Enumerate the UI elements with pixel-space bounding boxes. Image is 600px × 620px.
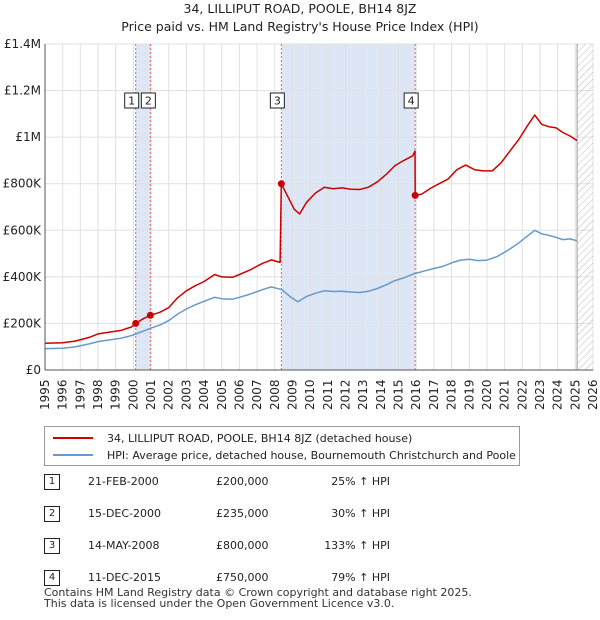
x-tick-label: 2019 [462, 379, 476, 410]
x-tick-label: 2022 [515, 379, 529, 410]
sale-date: 15-DEC-2000 [88, 507, 162, 520]
footer-copyright: Contains HM Land Registry data © Crown c… [44, 586, 472, 599]
sale-row: 3 14-MAY-2008 £800,000 133% ↑ HPI [44, 536, 444, 554]
y-tick-label: £1.2M [4, 84, 41, 98]
sale-marker-box: 2 [44, 506, 60, 522]
sale-price: £235,000 [216, 507, 269, 520]
legend: 34, LILLIPUT ROAD, POOLE, BH14 8JZ (deta… [44, 426, 520, 466]
x-tick-label: 2025 [568, 379, 582, 410]
x-tick-label: 1996 [56, 379, 70, 410]
sale-hpi-change: 133% ↑ HPI [324, 539, 390, 552]
y-tick-label: £200K [3, 316, 43, 330]
sale-hpi-change: 79% ↑ HPI [331, 571, 390, 584]
chart-title: 34, LILLIPUT ROAD, POOLE, BH14 8JZ [184, 1, 417, 16]
sale-marker-label: 1 [128, 95, 135, 108]
sale-point [277, 180, 285, 188]
x-tick-label: 2004 [197, 379, 211, 410]
x-tick-label: 2016 [409, 379, 423, 410]
x-tick-label: 2012 [339, 379, 353, 410]
x-tick-label: 2015 [392, 379, 406, 410]
sale-price: £200,000 [216, 475, 269, 488]
sale-hpi-change: 30% ↑ HPI [331, 507, 390, 520]
x-tick-label: 1999 [109, 379, 123, 410]
shaded-period [135, 44, 151, 370]
x-tick-label: 1995 [38, 379, 52, 410]
x-tick-label: 2002 [162, 379, 176, 410]
footer: Contains HM Land Registry data © Crown c… [44, 587, 472, 609]
sale-marker-box: 1 [44, 474, 60, 490]
x-tick-label: 1998 [91, 379, 105, 410]
x-tick-label: 2011 [321, 379, 335, 410]
sale-marker-box [403, 92, 419, 109]
sale-point [132, 319, 140, 327]
x-tick-label: 2020 [480, 379, 494, 410]
x-tick-label: 2023 [533, 379, 547, 410]
sale-marker-box [269, 92, 285, 109]
shaded-period [281, 44, 416, 370]
x-tick-label: 2024 [551, 379, 565, 410]
footer-licence: This data is licensed under the Open Gov… [44, 597, 395, 610]
sale-price: £750,000 [216, 571, 269, 584]
sale-point [411, 191, 419, 199]
chart-subtitle: Price paid vs. HM Land Registry's House … [121, 19, 478, 34]
x-tick-label: 2003 [179, 379, 193, 410]
x-tick-label: 2010 [303, 379, 317, 410]
x-tick-label: 2026 [586, 379, 600, 410]
price-chart: 34, LILLIPUT ROAD, POOLE, BH14 8JZ Price… [3, 1, 600, 410]
x-tick-label: 2009 [285, 379, 299, 410]
x-tick-label: 2000 [126, 379, 140, 410]
y-tick-label: £1.4M [4, 37, 41, 51]
y-tick-label: £0 [26, 363, 41, 377]
hpi-series-line [45, 229, 578, 350]
sale-price: £800,000 [216, 539, 269, 552]
sale-marker-label: 4 [408, 95, 415, 108]
sale-marker-box: 4 [44, 570, 60, 586]
x-tick-label: 2014 [374, 379, 388, 410]
sale-marker-box [140, 92, 156, 109]
x-tick-label: 2017 [427, 379, 441, 410]
x-tick-label: 2013 [356, 379, 370, 410]
sale-row: 2 15-DEC-2000 £235,000 30% ↑ HPI [44, 504, 444, 522]
sale-row: 4 11-DEC-2015 £750,000 79% ↑ HPI [44, 568, 444, 586]
legend-property-label: 34, LILLIPUT ROAD, POOLE, BH14 8JZ (deta… [107, 431, 413, 445]
sale-date: 21-FEB-2000 [88, 475, 159, 488]
x-tick-label: 2018 [445, 379, 459, 410]
legend-hpi-swatch [53, 454, 93, 456]
legend-property-swatch [53, 437, 93, 439]
sale-hpi-change: 25% ↑ HPI [331, 475, 390, 488]
legend-item-hpi: HPI: Average price, detached house, Bour… [53, 447, 516, 463]
x-tick-label: 2001 [144, 379, 158, 410]
sale-marker-label: 3 [274, 95, 281, 108]
forecast-hatch [577, 44, 593, 370]
legend-item-property: 34, LILLIPUT ROAD, POOLE, BH14 8JZ (deta… [53, 430, 412, 446]
sale-marker-box [124, 92, 140, 109]
x-tick-label: 2008 [268, 379, 282, 410]
sale-row: 1 21-FEB-2000 £200,000 25% ↑ HPI [44, 472, 444, 490]
sale-point [146, 311, 154, 319]
sale-marker-box: 3 [44, 538, 60, 554]
sale-date: 11-DEC-2015 [88, 571, 162, 584]
property-series-line [45, 114, 578, 344]
sale-date: 14-MAY-2008 [88, 539, 160, 552]
y-tick-label: £400K [3, 270, 43, 284]
y-tick-label: £600K [3, 223, 43, 237]
legend-hpi-label: HPI: Average price, detached house, Bour… [107, 448, 516, 462]
x-tick-label: 1997 [73, 379, 87, 410]
x-tick-label: 2007 [250, 379, 264, 410]
x-tick-label: 2005 [215, 379, 229, 410]
x-tick-label: 2006 [232, 379, 246, 410]
y-tick-label: £800K [3, 177, 43, 191]
x-tick-label: 2021 [498, 379, 512, 410]
y-tick-label: £1M [15, 130, 41, 144]
sale-marker-label: 2 [145, 95, 152, 108]
